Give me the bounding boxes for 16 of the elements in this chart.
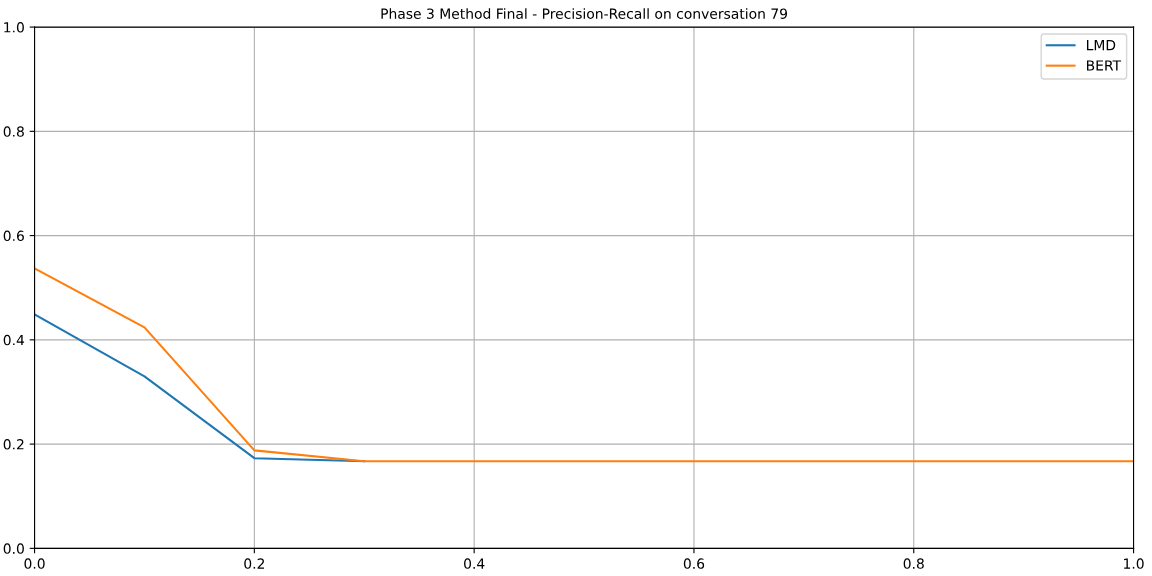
y-tick-label: 0.6 xyxy=(3,230,24,242)
line-series xyxy=(34,267,1134,463)
chart-title: Phase 3 Method Final - Precision-Recall on conversation 79 xyxy=(381,8,788,19)
x-tick-label: 0.2 xyxy=(244,558,265,569)
y-tick-label: 1.0 xyxy=(4,22,24,33)
y-tick-label: 0.8 xyxy=(3,126,24,137)
y-tick-label: 0.2 xyxy=(3,439,24,450)
y-tick-label: 0.0 xyxy=(3,543,24,554)
x-tick-label: 0.4 xyxy=(464,558,485,569)
y-tick-label: 0.4 xyxy=(3,334,25,346)
x-tick-label: 0.6 xyxy=(683,558,705,569)
x-tick-label: 0.8 xyxy=(903,558,924,569)
legend-label: BERT xyxy=(1087,60,1122,71)
x-tick-label: 0.0 xyxy=(24,558,45,569)
x-tick-label: 1.0 xyxy=(1124,558,1144,569)
legend-label: LMD xyxy=(1087,40,1116,51)
